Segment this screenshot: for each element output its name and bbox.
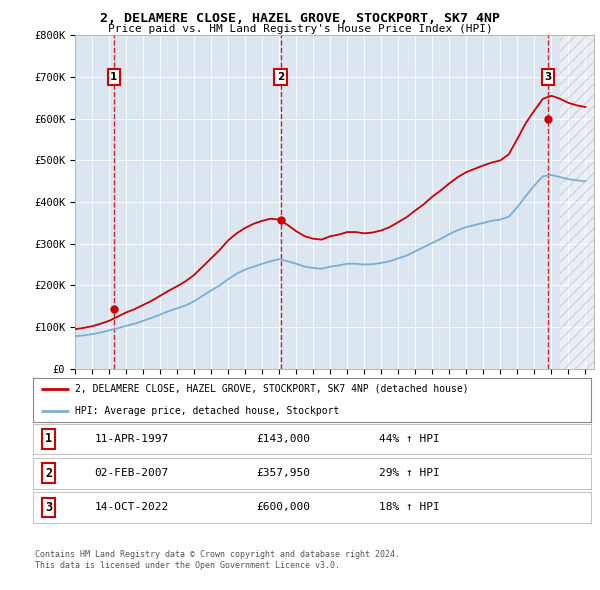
Text: 2: 2 bbox=[45, 467, 52, 480]
Text: 1: 1 bbox=[110, 72, 118, 82]
Text: 14-OCT-2022: 14-OCT-2022 bbox=[94, 503, 169, 512]
Text: 3: 3 bbox=[45, 501, 52, 514]
Text: This data is licensed under the Open Government Licence v3.0.: This data is licensed under the Open Gov… bbox=[35, 560, 340, 569]
Text: 02-FEB-2007: 02-FEB-2007 bbox=[94, 468, 169, 478]
Text: 18% ↑ HPI: 18% ↑ HPI bbox=[379, 503, 440, 512]
Text: £357,950: £357,950 bbox=[256, 468, 310, 478]
Text: £600,000: £600,000 bbox=[256, 503, 310, 512]
Text: 11-APR-1997: 11-APR-1997 bbox=[94, 434, 169, 444]
Text: Price paid vs. HM Land Registry's House Price Index (HPI): Price paid vs. HM Land Registry's House … bbox=[107, 24, 493, 34]
Text: 3: 3 bbox=[544, 72, 551, 82]
Text: 2, DELAMERE CLOSE, HAZEL GROVE, STOCKPORT, SK7 4NP: 2, DELAMERE CLOSE, HAZEL GROVE, STOCKPOR… bbox=[100, 12, 500, 25]
Text: 44% ↑ HPI: 44% ↑ HPI bbox=[379, 434, 440, 444]
Text: 2: 2 bbox=[277, 72, 284, 82]
Text: Contains HM Land Registry data © Crown copyright and database right 2024.: Contains HM Land Registry data © Crown c… bbox=[35, 550, 400, 559]
Bar bbox=[560, 35, 594, 369]
Text: HPI: Average price, detached house, Stockport: HPI: Average price, detached house, Stoc… bbox=[75, 406, 339, 416]
Text: 29% ↑ HPI: 29% ↑ HPI bbox=[379, 468, 440, 478]
Bar bbox=[560, 35, 594, 369]
Text: £143,000: £143,000 bbox=[256, 434, 310, 444]
Text: 1: 1 bbox=[45, 432, 52, 445]
Text: 2, DELAMERE CLOSE, HAZEL GROVE, STOCKPORT, SK7 4NP (detached house): 2, DELAMERE CLOSE, HAZEL GROVE, STOCKPOR… bbox=[75, 384, 469, 394]
